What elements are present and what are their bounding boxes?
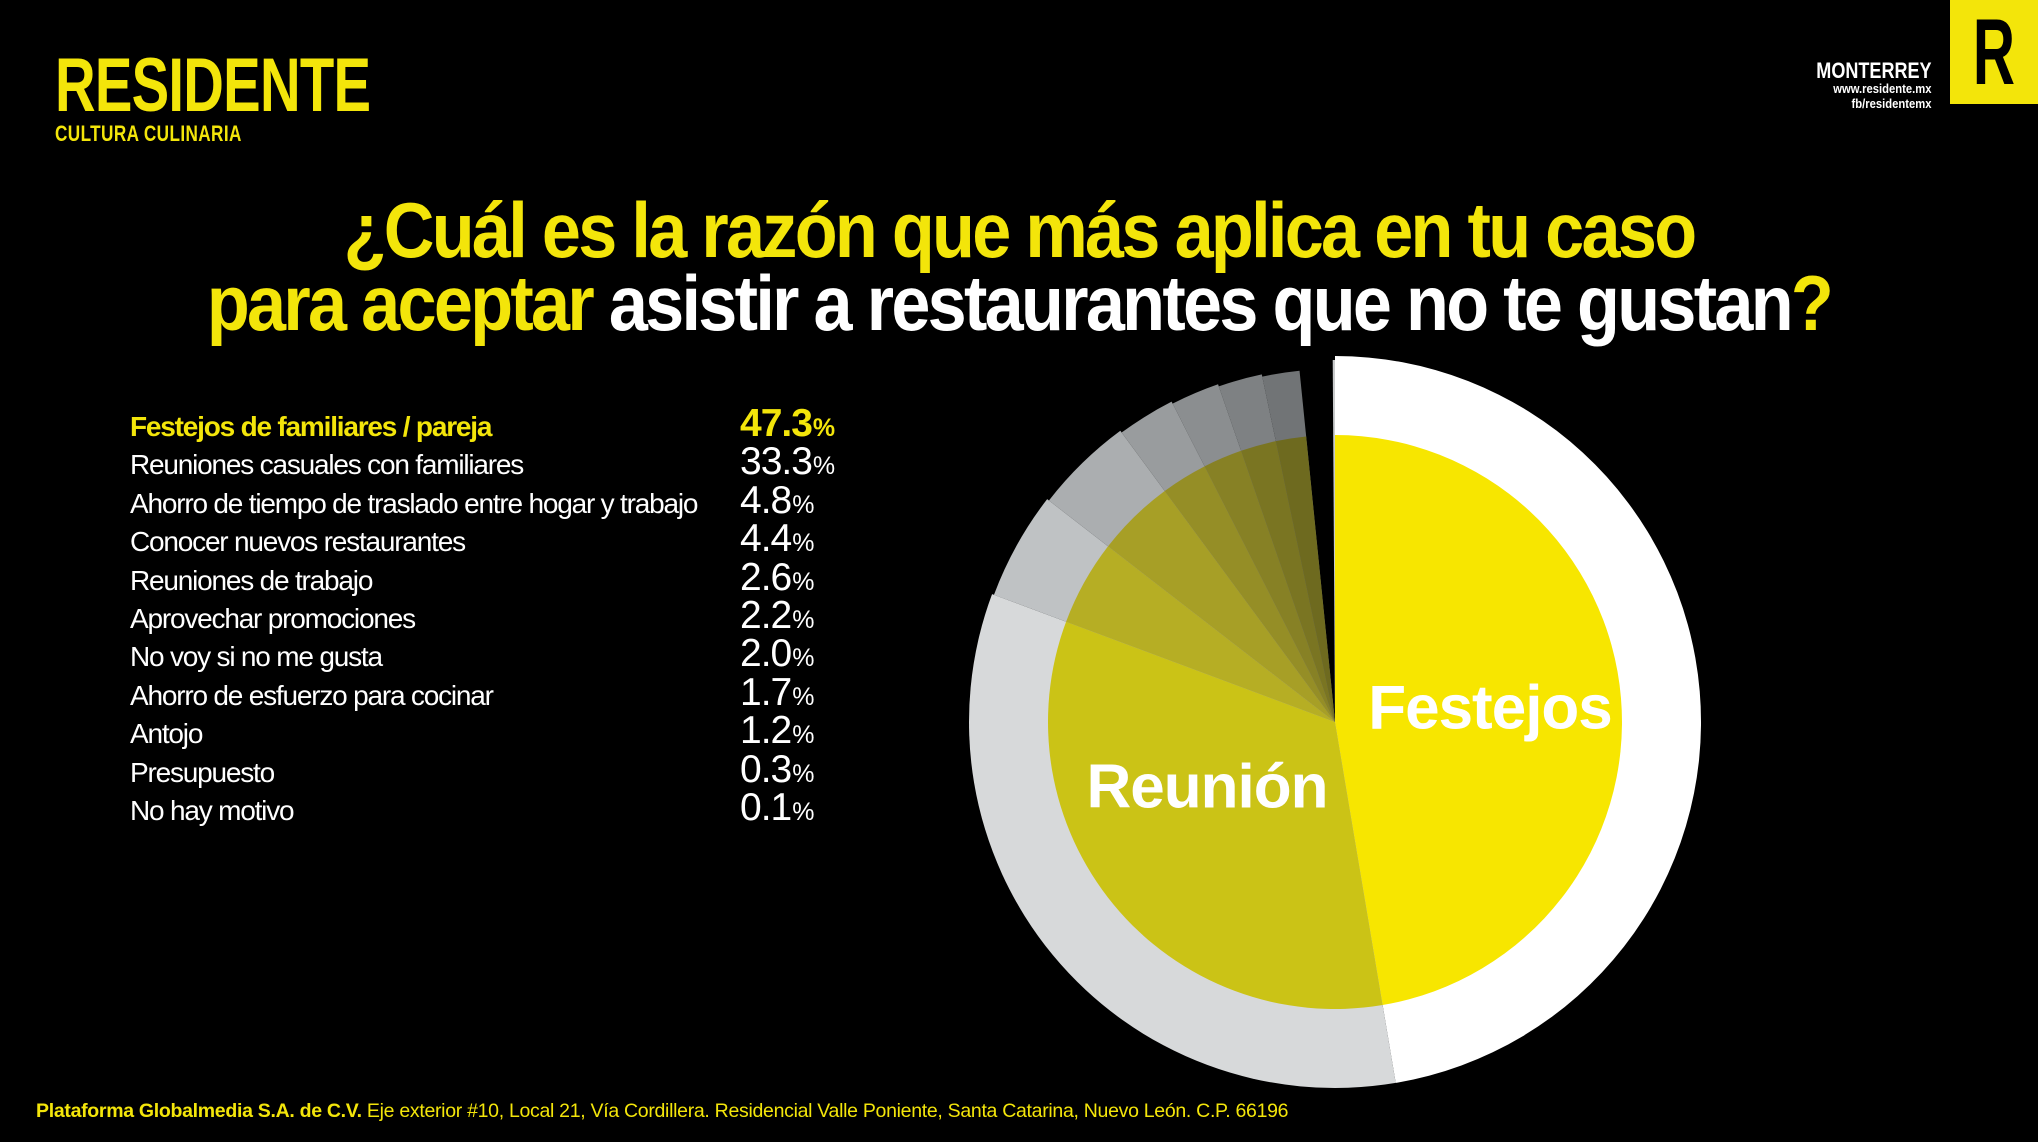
page-title: ¿Cuál es la razón que más aplica en tu c…	[102, 191, 1936, 342]
reason-value: 1.2%	[740, 709, 814, 753]
percent-sign: %	[792, 644, 814, 673]
reason-value: 4.4%	[740, 517, 814, 561]
percent-sign: %	[792, 529, 814, 558]
pie-slice-inner-7	[1275, 436, 1335, 722]
pie-slice-outer-10	[1332, 360, 1335, 722]
reason-label: Festejos de familiares / pareja	[130, 411, 492, 442]
list-item: No voy si no me gusta 2.0%	[130, 634, 834, 673]
r-logo-letter: R	[1972, 0, 2016, 104]
list-item: Presupuesto 0.3%	[130, 749, 834, 789]
reason-value: 33.3%	[740, 440, 835, 484]
pie-slice-inner-4	[1164, 466, 1335, 722]
reason-value: 0.3%	[740, 747, 814, 791]
percent-sign: %	[792, 797, 814, 826]
reason-value: 0.1%	[740, 785, 814, 829]
reason-label: Reuniones casuales con familiares	[130, 449, 524, 481]
list-item: Festejos de familiares / pareja 47.3%	[130, 404, 835, 443]
pie-slice-inner-1	[1048, 621, 1383, 1009]
list-item: Reuniones de trabajo 2.6%	[130, 557, 834, 597]
reason-label: Ahorro de tiempo de traslado entre hogar…	[130, 487, 698, 519]
pie-slice-inner-5	[1204, 450, 1335, 722]
percent-sign: %	[792, 721, 814, 750]
reason-value: 4.8%	[740, 478, 814, 522]
reason-value: 2.2%	[740, 593, 814, 637]
reason-label: Presupuesto	[130, 756, 275, 788]
footer-company: Plataforma Globalmedia S.A. de C.V.	[36, 1100, 362, 1122]
reason-label: No voy si no me gusta	[130, 641, 383, 673]
percent-sign: %	[792, 759, 814, 788]
pie-label-festejos: Festejos	[1368, 673, 1613, 743]
footer: Plataforma Globalmedia S.A. de C.V. Eje …	[36, 1099, 1289, 1123]
reason-value: 2.6%	[740, 555, 814, 599]
r-logo-square: R	[1950, 0, 2038, 104]
list-item: Ahorro de tiempo de traslado entre hogar…	[130, 481, 834, 520]
pie-slice-inner-0	[1335, 435, 1622, 1006]
city-block: MONTERREY www.residente.mx fb/residentem…	[1791, 60, 1932, 111]
list-item: Conocer nuevos restaurantes 4.4%	[130, 519, 834, 558]
reason-label: Ahorro de esfuerzo para cocinar	[130, 679, 494, 711]
brand-logo: RESIDENTE	[55, 43, 371, 128]
title-line2-highlight: para aceptar	[206, 259, 595, 347]
title-question-mark: ?	[1790, 259, 1834, 347]
percent-sign: %	[792, 567, 814, 596]
percent-sign: %	[812, 414, 835, 442]
pie-slice-inner-3	[1108, 490, 1335, 722]
reason-label: Antojo	[130, 718, 203, 750]
reason-label: Aprovechar promociones	[130, 602, 416, 634]
reason-value: 47.3%	[740, 402, 835, 445]
pie-chart	[960, 347, 1710, 1142]
reason-label: Reuniones de trabajo	[130, 564, 373, 596]
reason-value: 2.0%	[740, 632, 814, 676]
title-line2-rest: asistir a restaurantes que no te gustan	[592, 259, 1794, 347]
pie-label-reunion: Reunión	[1086, 752, 1329, 822]
pie-slice-inner-2	[1066, 546, 1335, 722]
reason-label: No hay motivo	[130, 794, 295, 826]
list-item: Reuniones casuales con familiares 33.3%	[130, 442, 835, 481]
city-label: MONTERREY	[1816, 58, 1932, 83]
footer-address: Eje exterior #10, Local 21, Vía Cordille…	[361, 1100, 1289, 1122]
title-line1: ¿Cuál es la razón que más aplica en tu c…	[343, 186, 1698, 274]
percent-sign: %	[792, 682, 814, 711]
reason-value: 1.7%	[740, 670, 814, 714]
pie-svg	[969, 356, 1702, 1089]
city-urls: www.residente.mx fb/residentemx	[1791, 82, 1932, 111]
reason-label: Conocer nuevos restaurantes	[130, 526, 466, 558]
list-item: No hay motivo 0.1%	[130, 788, 834, 827]
reasons-list: Festejos de familiares / pareja 47.3% Reun…	[130, 404, 835, 827]
pie-slice-inner-6	[1241, 441, 1335, 722]
website-url: www.residente.mx	[1833, 82, 1932, 96]
list-item: Ahorro de esfuerzo para cocinar 1.7%	[130, 673, 834, 712]
facebook-url: fb/residentemx	[1851, 96, 1932, 111]
percent-sign: %	[812, 452, 835, 481]
list-item: Aprovechar promociones 2.2%	[130, 596, 834, 635]
percent-sign: %	[792, 490, 814, 519]
list-item: Antojo 1.2%	[130, 711, 834, 750]
percent-sign: %	[792, 605, 814, 634]
brand-tagline: CULTURA CULINARIA	[55, 121, 242, 146]
